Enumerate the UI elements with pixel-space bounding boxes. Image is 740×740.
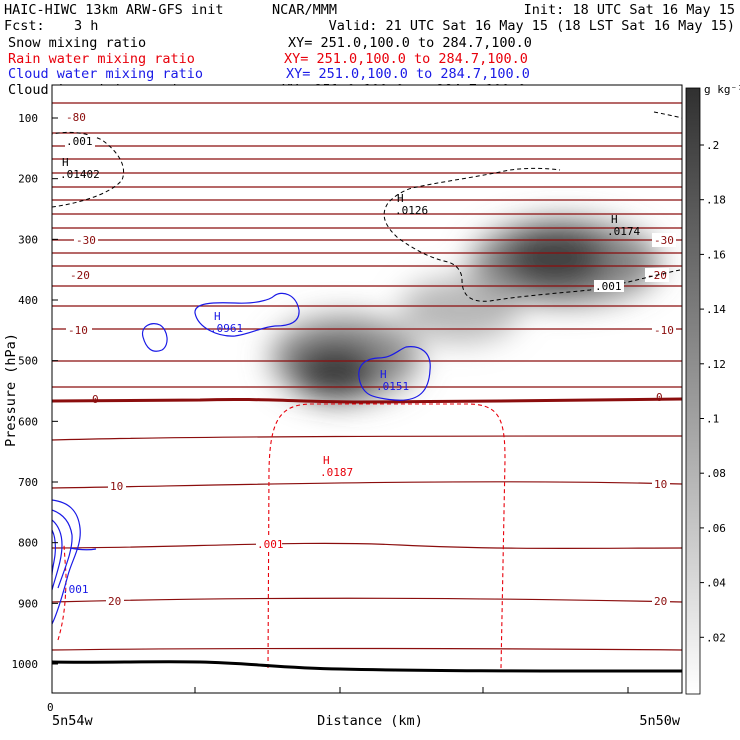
max-h-label: H	[380, 368, 387, 381]
colorbar-gradient	[685, 87, 701, 695]
isotherm-label: 0	[656, 391, 663, 404]
init-time: Init: 18 UTC Sat 16 May 15	[524, 2, 735, 18]
isotherm-label: -80	[66, 111, 86, 124]
colorbar-tick-label: .18	[706, 194, 726, 207]
legend-snow-name: Snow mixing ratio	[8, 35, 146, 51]
y-tick-label: 600	[18, 415, 38, 428]
y-tick-label: 800	[18, 537, 38, 550]
y-tick-label: 900	[18, 597, 38, 610]
contour-value-label: .001	[257, 538, 284, 551]
isotherm-label: -30	[654, 234, 674, 247]
rain-contours	[57, 403, 506, 669]
max-value-label: .0187	[320, 466, 353, 479]
colorbar-tick-label: .12	[706, 358, 726, 371]
colorbar-tick-label: .06	[706, 522, 726, 535]
colorbar-tick-label: .16	[706, 248, 726, 261]
fcst-value: 3 h	[74, 18, 98, 34]
isotherm-label: 20	[108, 595, 121, 608]
plot-area: -80 -30 -30 -20 -20 -10 -10 0 0 10 10 20…	[52, 85, 682, 693]
contour-value-label: .001	[595, 280, 622, 293]
max-h-label: H	[611, 213, 618, 226]
colorbar-tick-label: .04	[706, 577, 726, 590]
max-h-label: H	[214, 310, 221, 323]
isotherm-label: -30	[76, 234, 96, 247]
org-label: NCAR/MMM	[272, 2, 337, 18]
y-axis-label: Pressure (hPa)	[3, 333, 19, 447]
colorbar-tick-label: .1	[706, 413, 719, 426]
max-h-label: H	[62, 156, 69, 169]
model-title: HAIC-HIWC 13km ARW-GFS init	[4, 2, 223, 18]
max-h-label: H	[323, 454, 330, 467]
contour-value-label: .001	[66, 135, 93, 148]
y-tick-label: 100	[18, 112, 38, 125]
cloud-water-contours	[52, 292, 431, 625]
isotherm-label: -10	[654, 324, 674, 337]
left-location-label: 5n54w	[52, 713, 94, 729]
isotherm-label: 10	[654, 478, 667, 491]
x-axis-ticks	[51, 687, 629, 693]
max-value-label: .0126	[395, 204, 428, 217]
colorbar-tick-label: .08	[706, 467, 726, 480]
x-axis-label: Distance (km)	[317, 713, 423, 729]
y-tick-label: 400	[18, 294, 38, 307]
colorbar-unit: g kg⁻¹	[704, 83, 740, 96]
max-h-label: H	[397, 192, 404, 205]
legend-rain-xy: XY= 251.0,100.0 to 284.7,100.0	[284, 51, 528, 67]
colorbar-ticks: .2 .18 .16 .14 .12 .1 .08 .06 .04 .02	[700, 139, 726, 644]
legend-rain-name: Rain water mixing ratio	[8, 51, 195, 67]
y-tick-label: 200	[18, 173, 38, 186]
valid-time: Valid: 21 UTC Sat 16 May 15 (18 LST Sat …	[329, 18, 735, 34]
isotherm-label: 20	[654, 595, 667, 608]
max-value-label: .01402	[60, 168, 100, 181]
max-value-label: .0961	[210, 322, 243, 335]
contour-value-label: .001	[62, 583, 89, 596]
isotherm-label: -10	[68, 324, 88, 337]
fcst-label: Fcst:	[4, 18, 45, 34]
colorbar-tick-label: .2	[706, 139, 719, 152]
colorbar: .2 .18 .16 .14 .12 .1 .08 .06 .04 .02 g kg⁻¹	[685, 83, 740, 695]
y-tick-label: 300	[18, 233, 38, 246]
right-location-label: 5n50w	[639, 713, 681, 729]
max-value-label: .0174	[607, 225, 640, 238]
colorbar-tick-label: .14	[706, 303, 726, 316]
y-tick-label: 1000	[12, 658, 39, 671]
legend-cloudwater-name: Cloud water mixing ratio	[8, 66, 203, 82]
legend-snow-xy: XY= 251.0,100.0 to 284.7,100.0	[288, 35, 532, 51]
y-tick-label: 500	[18, 355, 38, 368]
legend-cloudwater-xy: XY= 251.0,100.0 to 284.7,100.0	[286, 66, 530, 82]
plot-frame	[51, 84, 683, 694]
max-value-label: .0151	[376, 380, 409, 393]
isotherm-label: 10	[110, 480, 123, 493]
cloud-ice-contours	[52, 111, 682, 302]
y-tick-label: 700	[18, 476, 38, 489]
y-axis: 100 200 300 400 500 600 700 800 900 1000	[12, 112, 58, 671]
freezing-level-line	[52, 397, 682, 404]
maxima-labels: H .01402 H .0126 H .0174 H .0961 H .0151…	[60, 156, 640, 479]
surface-line	[52, 660, 682, 673]
isotherm-label: -20	[70, 269, 90, 282]
colorbar-tick-label: .02	[706, 631, 726, 644]
x-axis-start-tick: 0	[47, 701, 54, 714]
contour-labels: .001 .001 .001 .001	[62, 135, 624, 596]
